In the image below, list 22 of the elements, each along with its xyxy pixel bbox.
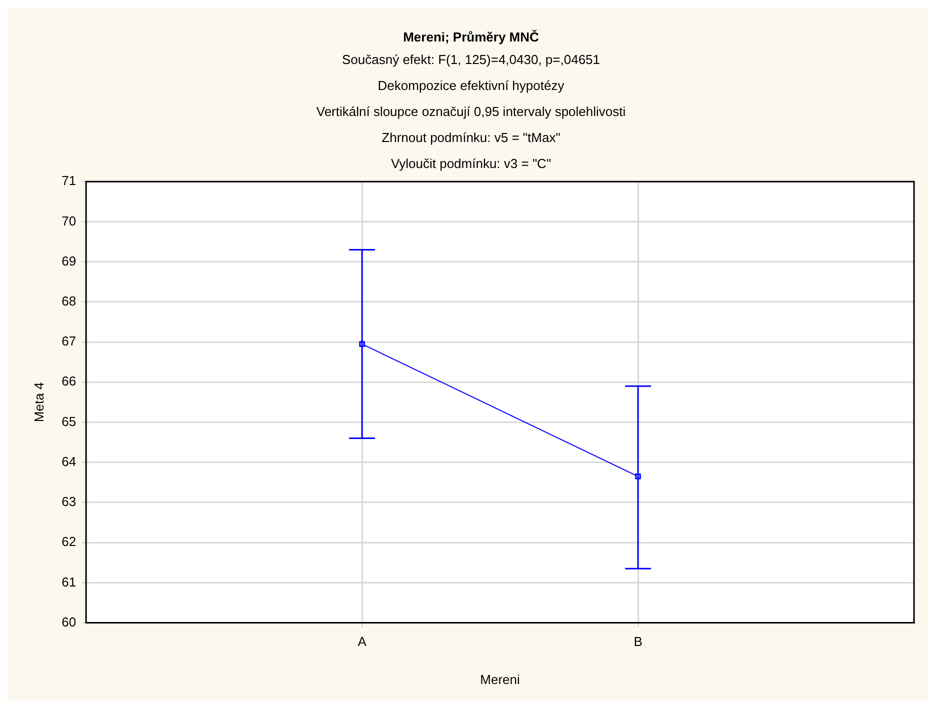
y-tick-label: 71	[62, 173, 76, 188]
x-tick-label: B	[634, 634, 642, 650]
y-tick-label: 70	[62, 213, 76, 228]
y-axis-title: Meta 4	[31, 382, 46, 422]
x-axis-title: Mereni	[480, 672, 520, 687]
y-tick-label: 62	[62, 534, 76, 550]
x-tick-label: A	[358, 634, 367, 650]
text: Vyloučit podmínku: v3 = "C"	[390, 156, 552, 172]
chart-subtitle: Současný efekt: F(1, 125)=4,0430, p=,04651	[342, 52, 600, 68]
y-tick-label: 69	[62, 253, 76, 268]
text: Vertikální sloupce označují 0,95 intervaly spolehlivosti	[316, 104, 626, 120]
y-tick-label: 68	[62, 294, 76, 309]
chart-title: Mereni; Průměry MNČ	[403, 29, 540, 44]
y-tick-label: 60	[62, 614, 76, 630]
y-tick-label: 65	[62, 414, 76, 429]
text: Zhrnout podmínku: v5 = "tMax"	[382, 130, 561, 146]
y-tick-label: 64	[62, 454, 76, 469]
y-tick-label: 61	[62, 574, 76, 590]
text: Dekompozice efektivní hypotézy	[378, 78, 565, 94]
y-tick-label: 63	[62, 494, 76, 510]
y-tick-label: 66	[62, 374, 76, 389]
y-tick-label: 67	[62, 334, 76, 349]
